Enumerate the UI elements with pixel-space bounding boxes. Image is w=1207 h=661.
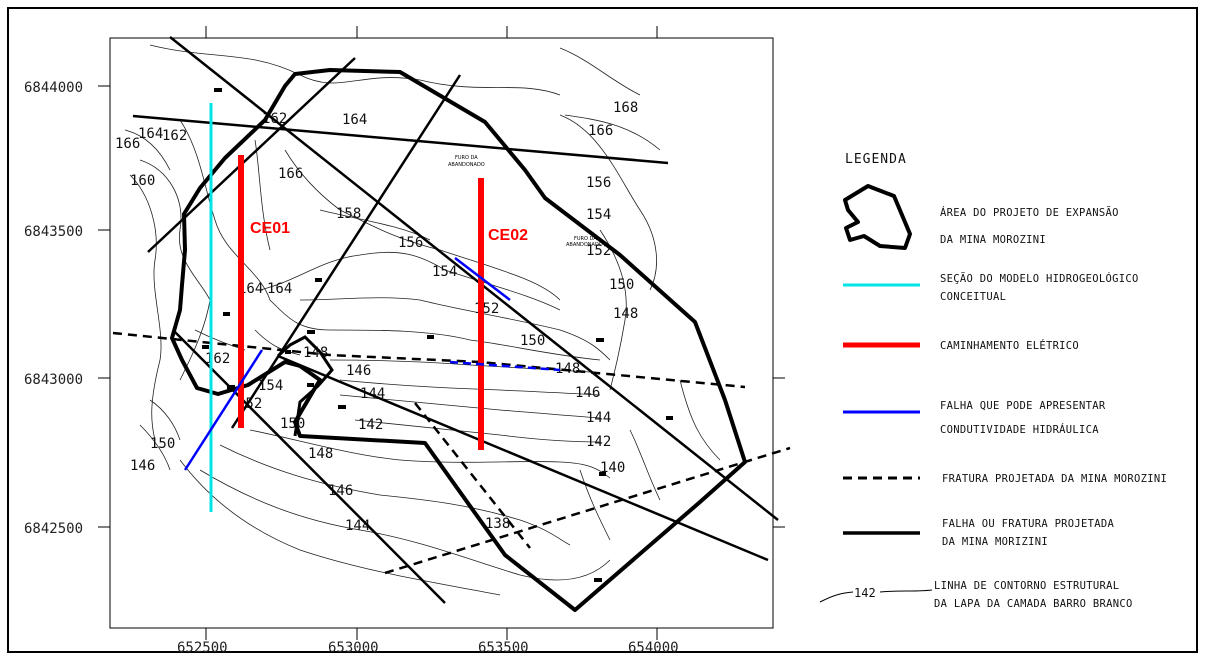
legend-blue-fault-label: FALHA QUE PODE APRESENTAR <box>940 400 1106 412</box>
plot-frame <box>109 37 774 629</box>
contour-label: 142 <box>358 417 383 433</box>
contour-label: 164 <box>267 281 292 297</box>
legend-contour-label: DA LAPA DA CAMADA BARRO BRANCO <box>934 598 1133 610</box>
legend-section-label: SEÇÃO DO MODELO HIDROGEOLÓGICO <box>940 272 1139 285</box>
x-axis <box>205 26 658 640</box>
y-axis <box>98 85 785 528</box>
x-tick-label: 652500 <box>177 640 228 656</box>
contour-label-group: 166 164 162 160 162 164 166 158 156 154 … <box>115 100 638 534</box>
well-annotation: ABANDONADO <box>566 242 603 248</box>
legend-section-label: CONCEITUAL <box>940 291 1006 303</box>
contour-label: 164 <box>138 126 163 142</box>
map-frame <box>7 7 1198 653</box>
contour-label: 154 <box>586 207 611 223</box>
contour-label: 156 <box>586 175 611 191</box>
legend-area-label: ÁREA DO PROJETO DE EXPANSÃO <box>940 206 1119 219</box>
contour-label: 148 <box>555 361 580 377</box>
contour-label: 160 <box>130 173 155 189</box>
y-tick-label: 6842500 <box>24 521 83 537</box>
contour-label: 146 <box>130 458 155 474</box>
legend-title: LEGENDA <box>845 152 907 167</box>
legend-area-symbol <box>843 184 912 250</box>
contour-label: 156 <box>398 235 423 251</box>
contour-label: 154 <box>432 264 457 280</box>
contour-label: 148 <box>613 306 638 322</box>
contour-label: 150 <box>280 416 305 432</box>
contour-label: 146 <box>328 483 353 499</box>
expansion-area-polygon <box>170 68 747 612</box>
contour-label: 158 <box>336 206 361 222</box>
x-tick-label: 653000 <box>328 640 379 656</box>
legend-solid-fault-label: FALHA OU FRATURA PROJETADA <box>942 518 1115 530</box>
blue-faults <box>183 257 561 471</box>
contour-label: 164 <box>342 112 367 128</box>
contour-label: 150 <box>150 436 175 452</box>
well-annotation: ABANDONADO <box>448 162 485 168</box>
contour-label: 154 <box>258 378 283 394</box>
ce02-label: CE02 <box>488 227 528 244</box>
dashed-fractures <box>112 331 791 575</box>
contour-label: 168 <box>613 100 638 116</box>
contour-label: 166 <box>278 166 303 182</box>
contour-label: 142 <box>586 434 611 450</box>
contour-label: 166 <box>115 136 140 152</box>
contour-label: 138 <box>485 516 510 532</box>
y-tick-label: 6843500 <box>24 224 83 240</box>
contour-label: 150 <box>520 333 545 349</box>
contour-label: 166 <box>588 123 613 139</box>
y-tick-label: 6843000 <box>24 372 83 388</box>
legend-area-label: DA MINA MOROZINI <box>940 234 1046 246</box>
x-tick-label: 653500 <box>478 640 529 656</box>
legend-blue-fault-label: CONDUTIVIDADE HIDRÁULICA <box>940 423 1099 436</box>
contour-label: 144 <box>586 410 611 426</box>
polygon-inset <box>276 335 334 437</box>
contour-label: 150 <box>609 277 634 293</box>
legend-contour-sample: 142 <box>854 586 876 600</box>
y-tick-label: 6844000 <box>24 80 83 96</box>
contour-label: 152 <box>586 243 611 259</box>
contour-label: 162 <box>162 128 187 144</box>
well-markers <box>202 88 673 582</box>
contour-label: 164 <box>238 281 263 297</box>
legend: LEGENDA ÁREA DO PROJETO DE EXPANSÃO DA M… <box>819 152 1167 610</box>
well-annotation: FURO DA <box>455 155 478 161</box>
legend-contour-label: LINHA DE CONTORNO ESTRUTURAL <box>934 580 1119 592</box>
contour-label: 152 <box>474 301 499 317</box>
contour-label: 144 <box>345 518 370 534</box>
well-annotation: FURO DA <box>574 236 597 242</box>
contour-label: 148 <box>308 446 333 462</box>
contour-label: 140 <box>600 460 625 476</box>
x-tick-label: 654000 <box>628 640 679 656</box>
legend-contour-symbol <box>819 589 933 603</box>
legend-electric-label: CAMINHAMENTO ELÉTRICO <box>940 339 1079 352</box>
contour-label: 146 <box>346 363 371 379</box>
ce01-label: CE01 <box>250 220 290 237</box>
contour-label: 146 <box>575 385 600 401</box>
legend-dashed-fracture-label: FRATURA PROJETADA DA MINA MOROZINI <box>942 473 1167 485</box>
solid-faults <box>132 36 779 604</box>
legend-solid-fault-label: DA MINA MORIZINI <box>942 536 1048 548</box>
